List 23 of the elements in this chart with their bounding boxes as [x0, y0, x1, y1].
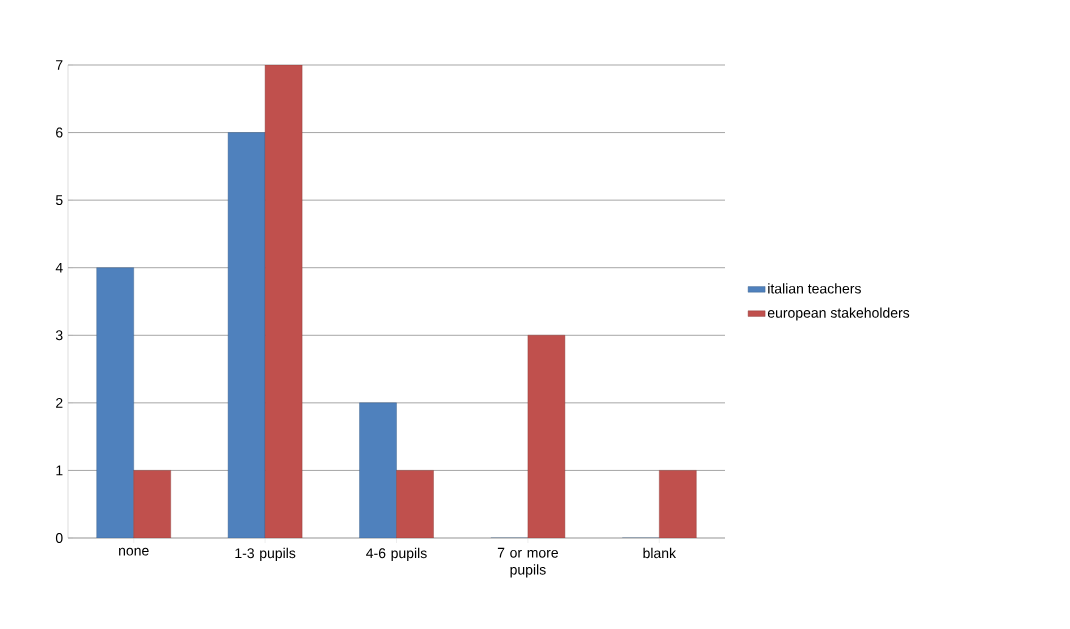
y-tick-label: 3	[55, 330, 63, 341]
y-tick-label: 4	[55, 262, 63, 273]
y-tick-label: 7	[56, 60, 63, 70]
x-tick-label: 7 or more pupils	[497, 547, 559, 578]
x-tick-label: 1-3 pupils	[235, 547, 296, 561]
y-tick-label: 2	[56, 397, 63, 408]
x-tick-label: none	[119, 547, 149, 556]
y-tick-label: 6	[56, 127, 63, 138]
bar	[396, 470, 434, 538]
bar	[359, 402, 397, 538]
x-tick-label: blank	[643, 547, 677, 559]
bar	[227, 132, 266, 538]
y-tick-label: 5	[55, 195, 63, 206]
bar	[96, 267, 134, 538]
x-tick-label: 4-6 pupils	[366, 547, 427, 561]
bar	[133, 470, 171, 538]
bar	[264, 65, 303, 538]
y-tick-label: 0	[55, 533, 63, 543]
bar	[659, 470, 697, 538]
legend-label: european stakeholders	[767, 307, 910, 321]
y-tick-label: 1	[56, 465, 63, 476]
bar	[527, 335, 566, 538]
legend-label: italian teachers	[768, 283, 861, 294]
